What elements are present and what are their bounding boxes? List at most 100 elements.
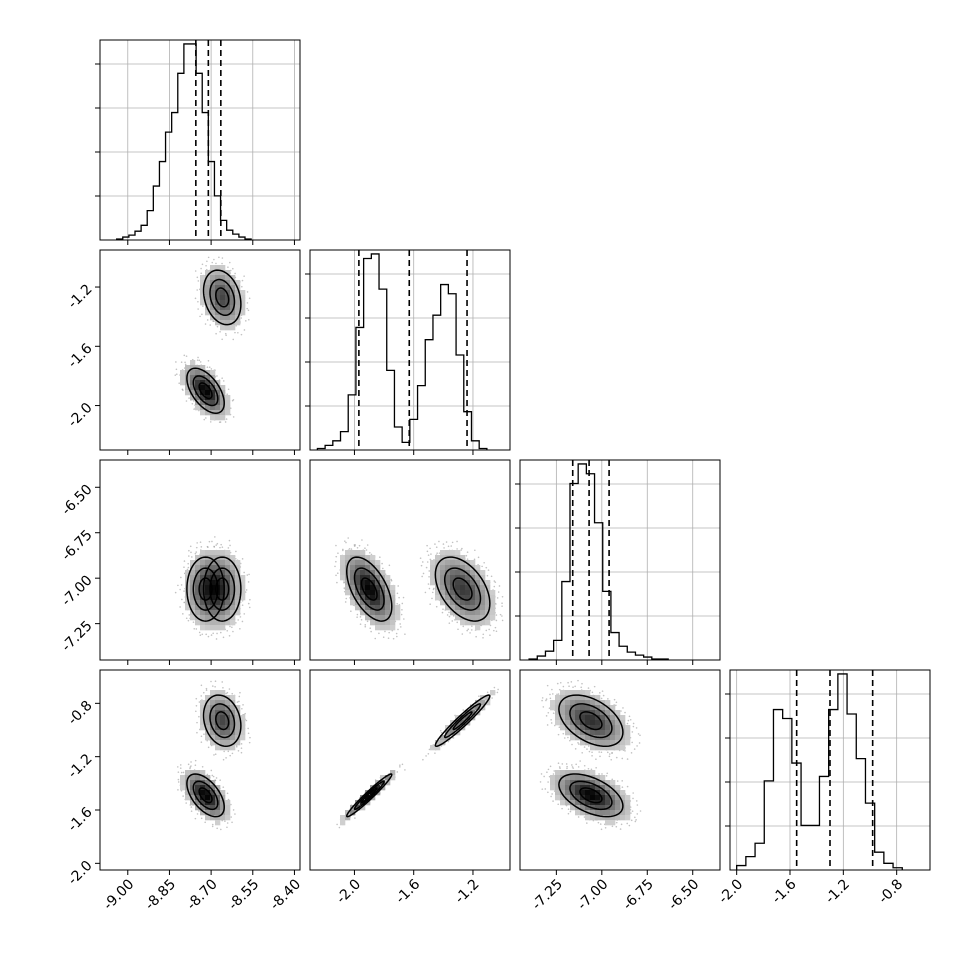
density-cell [220, 605, 226, 611]
density-cell [185, 770, 191, 776]
density-cell [240, 590, 246, 596]
density-cell [195, 780, 201, 786]
density-cell [235, 305, 241, 311]
density-cell [375, 610, 381, 616]
density-cell [185, 790, 191, 796]
sample-point [243, 571, 245, 574]
sample-point [335, 560, 337, 563]
sample-point [177, 781, 180, 783]
density-cell [210, 610, 216, 616]
density-cell [220, 410, 226, 416]
density-cell [455, 570, 461, 576]
density-contour [360, 577, 378, 601]
sample-point [219, 421, 222, 423]
density-cell [365, 565, 371, 571]
density-cell [350, 600, 356, 606]
density-contour [345, 556, 393, 622]
density-cell [455, 590, 461, 596]
density-cell [220, 690, 226, 696]
density-cell [195, 585, 201, 591]
sample-point [190, 556, 193, 558]
density-cell [470, 570, 476, 576]
density-cell [190, 590, 196, 596]
density-cell [230, 740, 236, 746]
density-cell [205, 295, 211, 301]
sample-point [183, 601, 185, 604]
sample-point [489, 634, 491, 636]
sample-point [424, 591, 427, 594]
density-cell [465, 610, 471, 616]
density-cell [200, 790, 206, 796]
density-cell [375, 560, 381, 566]
density-cell [200, 300, 206, 306]
sample-point [395, 632, 398, 635]
sample-point [241, 620, 244, 623]
density-cell [395, 610, 401, 616]
density-cell [210, 395, 216, 401]
density-cell [470, 580, 476, 586]
density-cell [455, 595, 461, 601]
sample-point [453, 615, 455, 617]
density-cell [235, 600, 241, 606]
density-cell [390, 600, 396, 606]
density-contour [215, 577, 230, 601]
density-cell [480, 595, 486, 601]
sample-point [388, 631, 390, 634]
sample-point [388, 564, 391, 567]
density-cell [200, 365, 206, 371]
density-cell [485, 695, 491, 701]
density-cell [370, 555, 376, 561]
sample-point [428, 575, 430, 578]
density-cell [185, 600, 191, 606]
density-cell [380, 600, 386, 606]
sample-point [211, 823, 214, 826]
density-cell [220, 790, 226, 796]
sample-point [234, 813, 236, 815]
density-cell [210, 715, 216, 721]
sample-point [401, 763, 404, 766]
sample-point [198, 359, 201, 362]
y-tick-label: -2.0 [65, 400, 96, 431]
density-cell [210, 300, 216, 306]
density-cell [390, 585, 396, 591]
density-cell [470, 590, 476, 596]
density-cell [180, 380, 186, 386]
density-cell [360, 600, 366, 606]
sample-point [497, 591, 500, 593]
sample-point [211, 540, 213, 543]
density-cell [430, 575, 436, 581]
sample-point [231, 399, 234, 402]
y-tick-label: -2.0 [65, 858, 96, 889]
density-cell [365, 605, 371, 611]
density-cell [190, 395, 196, 401]
panel-1-1 [305, 249, 511, 455]
density-cell [225, 720, 231, 726]
sample-point [495, 614, 498, 616]
density-cell [200, 795, 206, 801]
density-cell [465, 605, 471, 611]
sample-point [187, 562, 189, 565]
density-contour [443, 567, 482, 611]
density-cell [240, 295, 246, 301]
sample-point [206, 319, 209, 321]
density-cell [185, 385, 191, 391]
sample-point [188, 549, 190, 552]
panel-content [336, 686, 499, 829]
sample-point [488, 628, 490, 631]
sample-point [496, 691, 499, 694]
density-contour [209, 703, 236, 739]
density-cell [485, 700, 491, 706]
density-cell [210, 615, 216, 621]
density-cell [455, 600, 461, 606]
density-cell [445, 550, 451, 556]
density-cell [375, 570, 381, 576]
y-tick-label: -1.6 [65, 341, 96, 372]
density-cell [235, 705, 241, 711]
density-cell [210, 695, 216, 701]
sample-point [247, 732, 250, 735]
sample-point [178, 382, 180, 385]
sample-point [494, 581, 497, 583]
density-cell [385, 775, 391, 781]
sample-point [219, 330, 221, 333]
density-cell [215, 820, 221, 826]
